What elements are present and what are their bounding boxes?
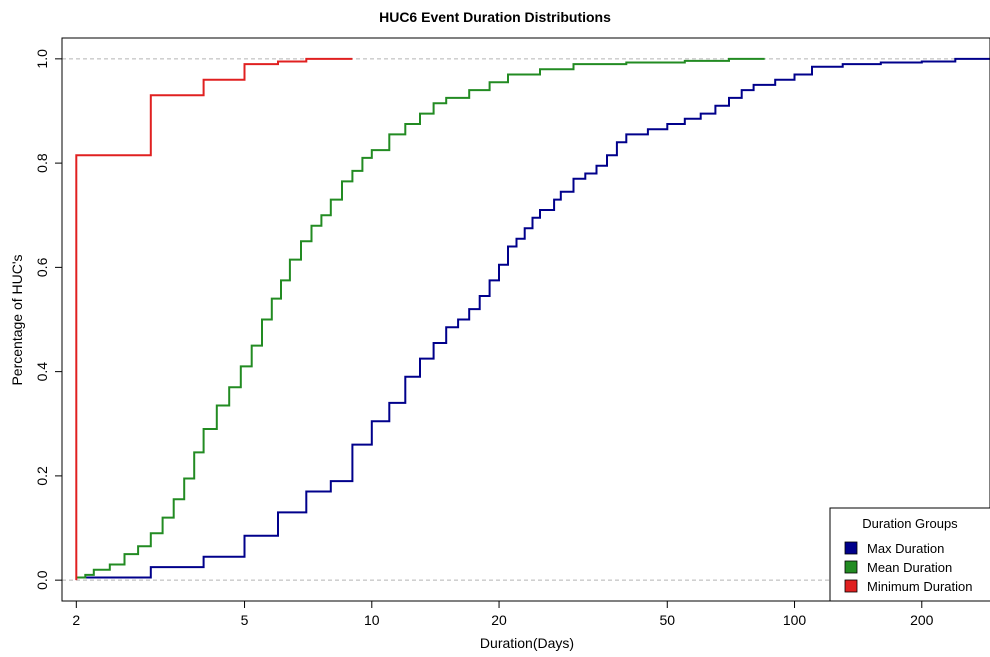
x-tick-label: 2 — [72, 612, 80, 628]
y-tick-label: 0.6 — [34, 257, 50, 277]
legend-entry-max-duration: Max Duration — [867, 541, 944, 556]
series-lines — [75, 57, 990, 581]
legend-swatch-mean-duration — [844, 560, 858, 574]
chart-title: HUC6 Event Duration Distributions — [379, 9, 611, 25]
legend: Duration Groups Max Duration Mean Duratio… — [829, 507, 990, 602]
y-tick-label: 0.4 — [34, 362, 50, 382]
x-tick-label: 10 — [364, 612, 380, 628]
series-max-duration — [76, 57, 990, 579]
legend-entry-mean-duration: Mean Duration — [867, 560, 952, 575]
series-minimum-duration — [75, 57, 353, 581]
x-tick-label: 20 — [491, 612, 507, 628]
x-tick-label: 50 — [659, 612, 675, 628]
legend-title: Duration Groups — [862, 516, 958, 531]
y-tick-label: 1.0 — [34, 49, 50, 69]
x-tick-label: 200 — [910, 612, 934, 628]
plot-frame — [61, 37, 990, 602]
legend-entry-minimum-duration: Minimum Duration — [867, 579, 972, 594]
legend-swatch-minimum-duration — [844, 579, 858, 593]
x-tick-label: 5 — [241, 612, 249, 628]
series-mean-duration — [76, 57, 765, 579]
y-tick-label: 0.2 — [34, 466, 50, 486]
x-axis-label: Duration(Days) — [480, 635, 574, 651]
y-axis-label: Percentage of HUC's — [9, 254, 25, 385]
y-axis: 0.0 0.2 0.4 0.6 0.8 1.0 — [34, 49, 62, 590]
x-tick-label: 100 — [783, 612, 807, 628]
legend-swatch-max-duration — [844, 541, 858, 555]
y-tick-label: 0.0 — [34, 570, 50, 590]
x-axis: 2 5 10 20 50 100 200 — [72, 601, 934, 628]
y-tick-label: 0.8 — [34, 153, 50, 173]
